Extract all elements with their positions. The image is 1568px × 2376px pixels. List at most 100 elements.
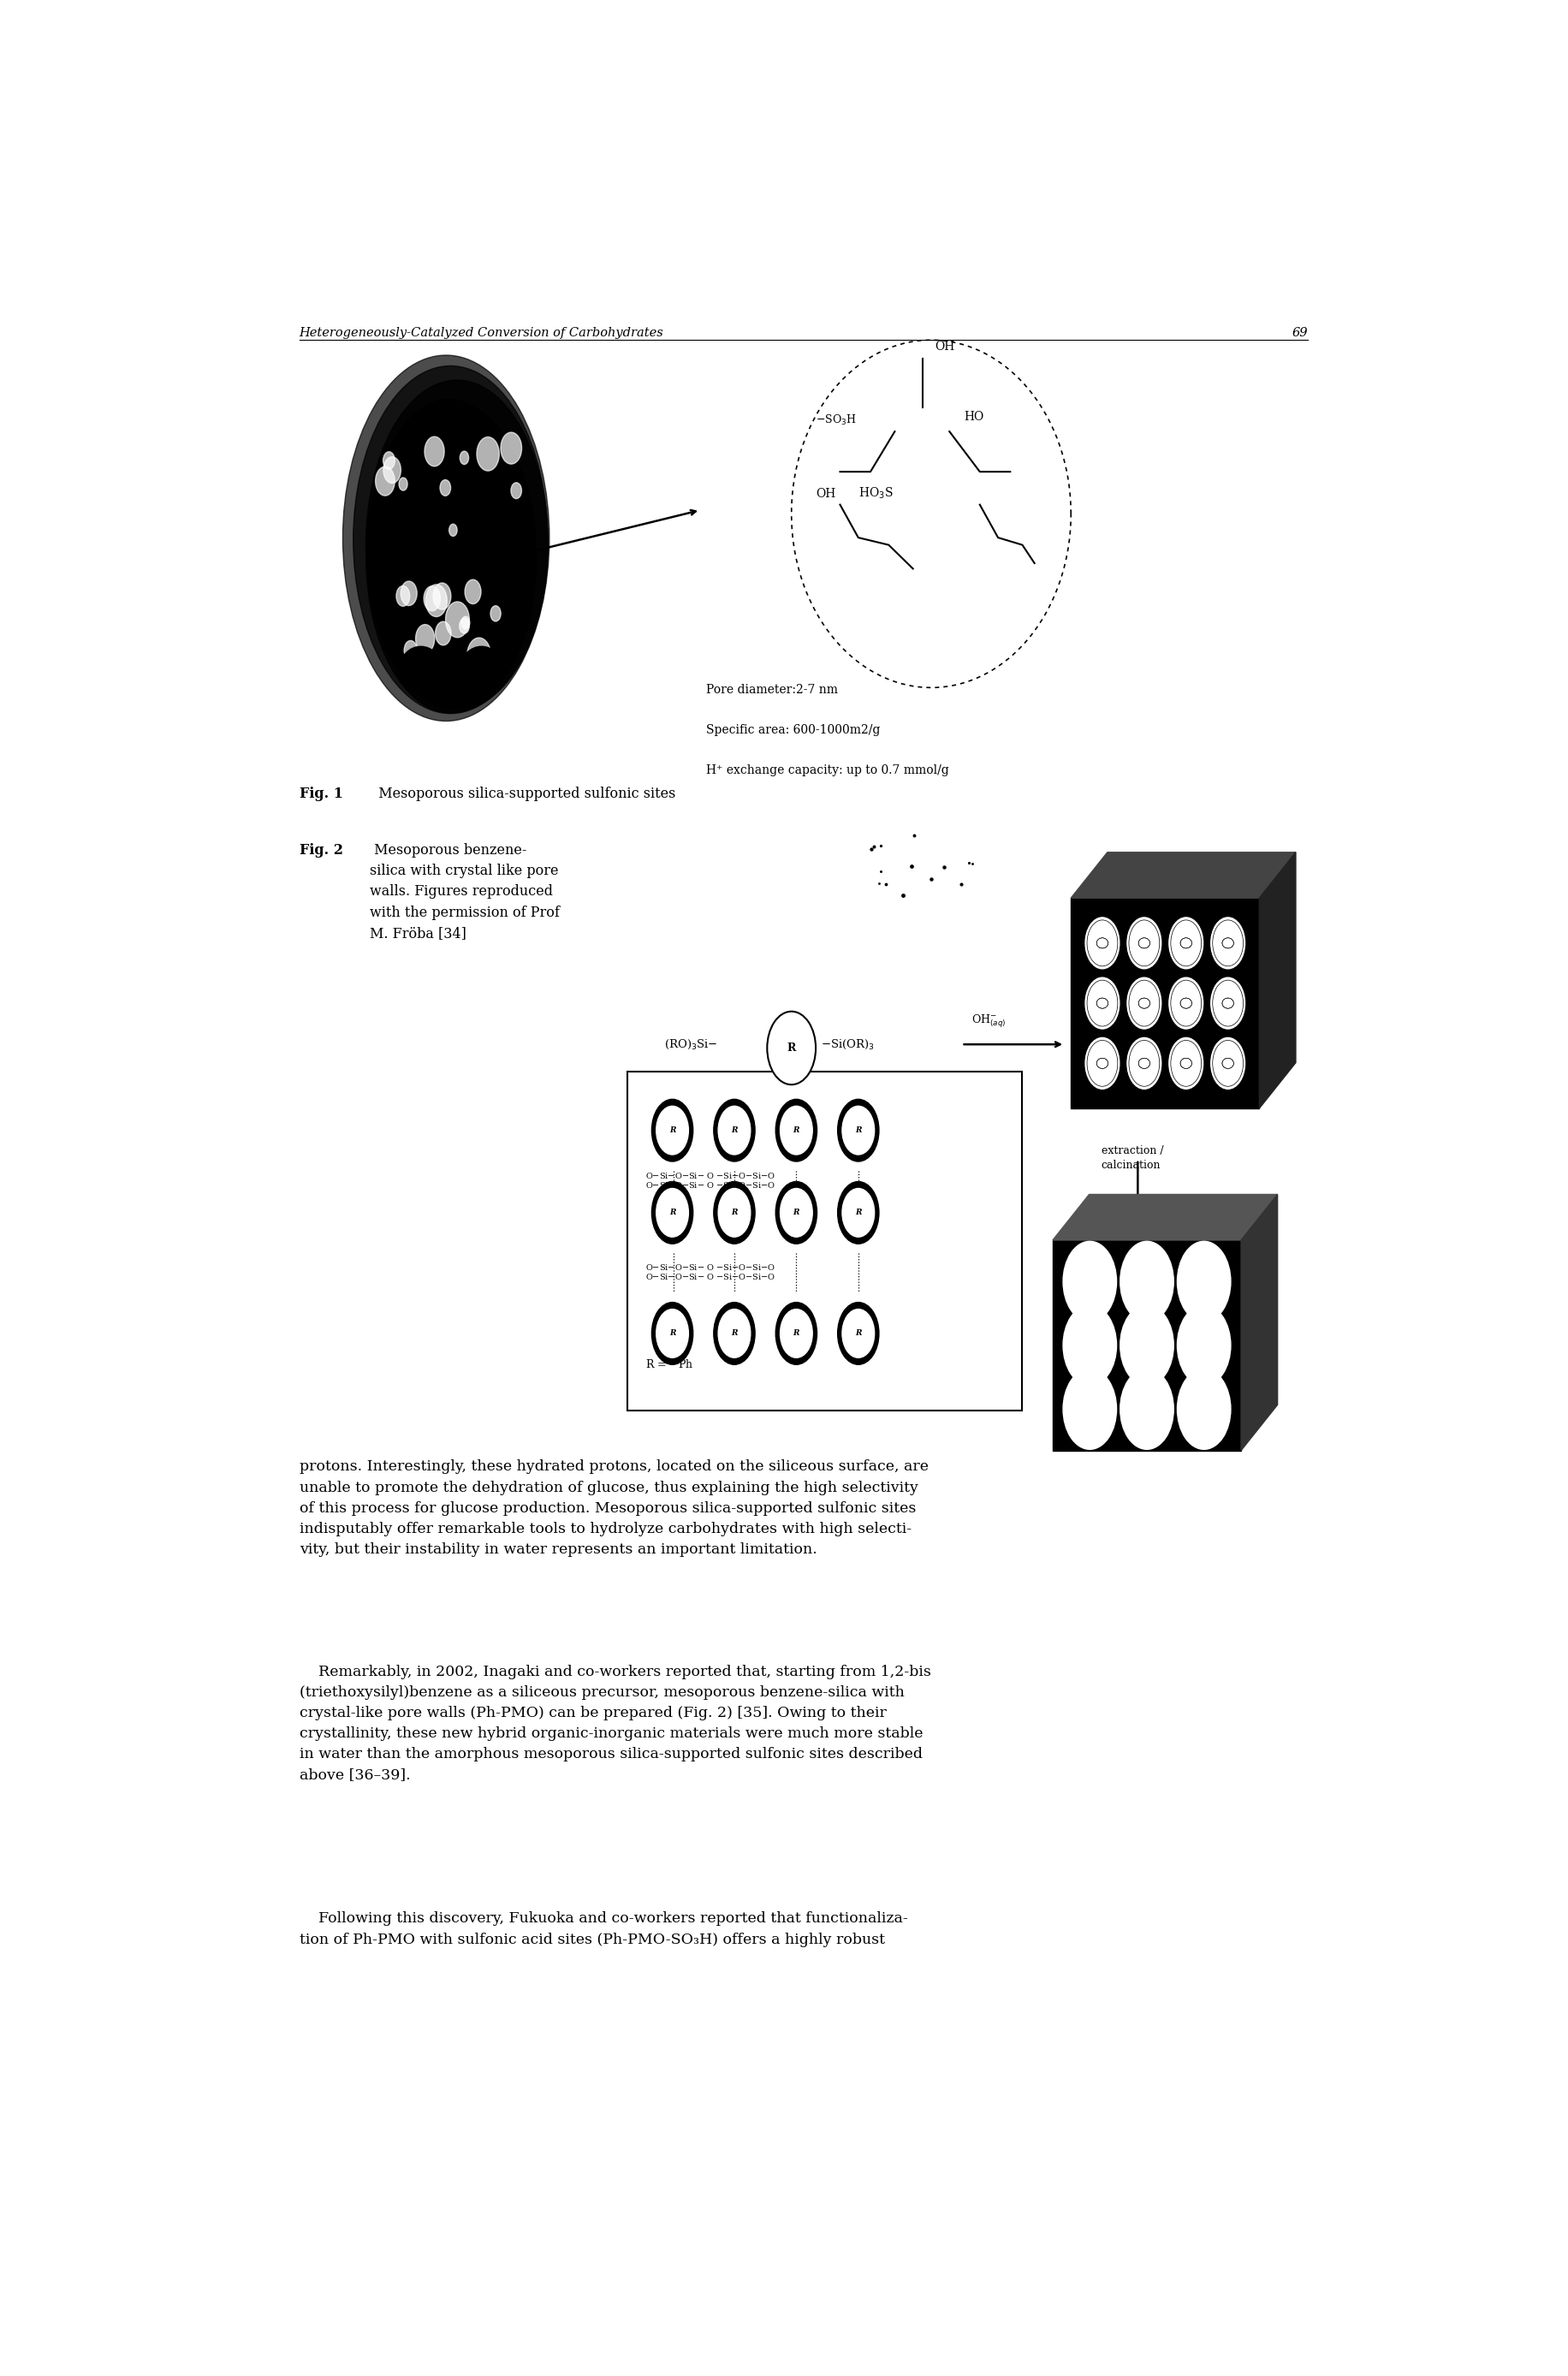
Text: H⁺ exchange capacity: up to 0.7 mmol/g: H⁺ exchange capacity: up to 0.7 mmol/g: [706, 765, 949, 777]
Circle shape: [776, 1302, 817, 1364]
Circle shape: [718, 1188, 751, 1238]
Text: R: R: [670, 1331, 676, 1338]
Circle shape: [713, 1302, 756, 1364]
Text: O$-$Si$-$O$-$Si$-$ O $-$Si$-$O$-$Si$-$O: O$-$Si$-$O$-$Si$-$ O $-$Si$-$O$-$Si$-$O: [646, 1181, 776, 1190]
Text: O$-$Si$-$O$-$Si$-$ O $-$Si$-$O$-$Si$-$O: O$-$Si$-$O$-$Si$-$ O $-$Si$-$O$-$Si$-$O: [646, 1171, 776, 1181]
Text: extraction /
calcination: extraction / calcination: [1101, 1145, 1163, 1171]
Circle shape: [1178, 1240, 1231, 1321]
Circle shape: [657, 1309, 688, 1357]
Circle shape: [1178, 1304, 1231, 1385]
Circle shape: [461, 615, 470, 630]
Circle shape: [776, 1100, 817, 1162]
Circle shape: [657, 1188, 688, 1238]
Circle shape: [781, 1107, 812, 1155]
Ellipse shape: [367, 402, 536, 713]
Text: R: R: [855, 1126, 861, 1133]
Polygon shape: [1071, 853, 1295, 898]
Circle shape: [1085, 917, 1120, 969]
Circle shape: [398, 478, 408, 489]
Ellipse shape: [400, 646, 442, 691]
Circle shape: [467, 637, 491, 672]
Text: R = $-$Ph: R = $-$Ph: [646, 1359, 695, 1371]
Text: Mesoporous silica-supported sulfonic sites: Mesoporous silica-supported sulfonic sit…: [370, 786, 676, 801]
Text: Mesoporous benzene-
silica with crystal like pore
walls. Figures reproduced
with: Mesoporous benzene- silica with crystal …: [370, 843, 560, 941]
Text: OH$^{-}_{(aq)}$: OH$^{-}_{(aq)}$: [971, 1012, 1005, 1029]
Circle shape: [511, 482, 522, 499]
Circle shape: [459, 618, 469, 634]
Text: R: R: [731, 1209, 737, 1217]
Circle shape: [1120, 1240, 1173, 1321]
Circle shape: [423, 587, 441, 611]
Circle shape: [1210, 977, 1245, 1029]
Text: R: R: [855, 1331, 861, 1338]
Circle shape: [425, 437, 444, 466]
Circle shape: [837, 1302, 880, 1364]
Circle shape: [383, 451, 395, 470]
Text: R: R: [670, 1126, 676, 1133]
Circle shape: [713, 1100, 756, 1162]
Circle shape: [1178, 1369, 1231, 1449]
Text: $-$Si(OR)$_3$: $-$Si(OR)$_3$: [820, 1038, 875, 1050]
Bar: [1071, 898, 1259, 1107]
Circle shape: [448, 525, 458, 537]
Circle shape: [405, 642, 417, 661]
Text: (RO)$_3$Si$-$: (RO)$_3$Si$-$: [663, 1038, 718, 1050]
Text: 69: 69: [1292, 328, 1308, 340]
Circle shape: [718, 1309, 751, 1357]
Text: Pore diameter:2-7 nm: Pore diameter:2-7 nm: [706, 684, 839, 696]
Text: Fig. 2: Fig. 2: [299, 843, 343, 858]
Text: R: R: [670, 1209, 676, 1217]
Circle shape: [1210, 1038, 1245, 1088]
Circle shape: [767, 1012, 815, 1083]
Ellipse shape: [365, 380, 549, 710]
Circle shape: [1127, 977, 1162, 1029]
Circle shape: [383, 456, 401, 482]
Circle shape: [425, 584, 447, 618]
Circle shape: [1170, 977, 1203, 1029]
Circle shape: [397, 587, 409, 606]
Text: O$-$Si$-$O$-$Si$-$ O $-$Si$-$O$-$Si$-$O: O$-$Si$-$O$-$Si$-$ O $-$Si$-$O$-$Si$-$O: [646, 1264, 776, 1271]
Polygon shape: [1242, 1195, 1278, 1449]
Ellipse shape: [370, 399, 527, 691]
Circle shape: [1120, 1369, 1173, 1449]
Ellipse shape: [343, 354, 549, 720]
Polygon shape: [1259, 853, 1295, 1107]
Circle shape: [1120, 1304, 1173, 1385]
Circle shape: [491, 606, 500, 623]
Circle shape: [436, 623, 452, 646]
Circle shape: [652, 1100, 693, 1162]
Circle shape: [657, 1107, 688, 1155]
Circle shape: [1063, 1369, 1116, 1449]
Circle shape: [1085, 1038, 1120, 1088]
Text: R: R: [731, 1331, 737, 1338]
Text: HO: HO: [964, 411, 983, 423]
Ellipse shape: [461, 646, 503, 691]
Bar: [1052, 1240, 1240, 1449]
Circle shape: [842, 1107, 875, 1155]
Circle shape: [713, 1181, 756, 1243]
Text: R: R: [793, 1209, 800, 1217]
Circle shape: [375, 466, 395, 497]
Text: R: R: [793, 1331, 800, 1338]
Text: R: R: [787, 1043, 797, 1053]
Text: Fig. 1: Fig. 1: [299, 786, 343, 801]
Text: protons. Interestingly, these hydrated protons, located on the siliceous surface: protons. Interestingly, these hydrated p…: [299, 1459, 928, 1556]
Circle shape: [1127, 1038, 1162, 1088]
Circle shape: [718, 1107, 751, 1155]
Circle shape: [459, 451, 469, 463]
Circle shape: [477, 437, 499, 470]
Text: $-$SO$_3$H: $-$SO$_3$H: [815, 413, 856, 428]
Text: R: R: [731, 1126, 737, 1133]
Circle shape: [652, 1181, 693, 1243]
Circle shape: [433, 582, 452, 611]
Circle shape: [1063, 1240, 1116, 1321]
Text: Specific area: 600-1000m2/g: Specific area: 600-1000m2/g: [706, 725, 881, 737]
Text: Following this discovery, Fukuoka and co-workers reported that functionaliza-
ti: Following this discovery, Fukuoka and co…: [299, 1913, 908, 1946]
Circle shape: [781, 1188, 812, 1238]
Circle shape: [842, 1188, 875, 1238]
Bar: [627, 1072, 1022, 1411]
Text: OH: OH: [935, 340, 955, 352]
Circle shape: [652, 1302, 693, 1364]
Circle shape: [1170, 917, 1203, 969]
Circle shape: [401, 582, 417, 606]
